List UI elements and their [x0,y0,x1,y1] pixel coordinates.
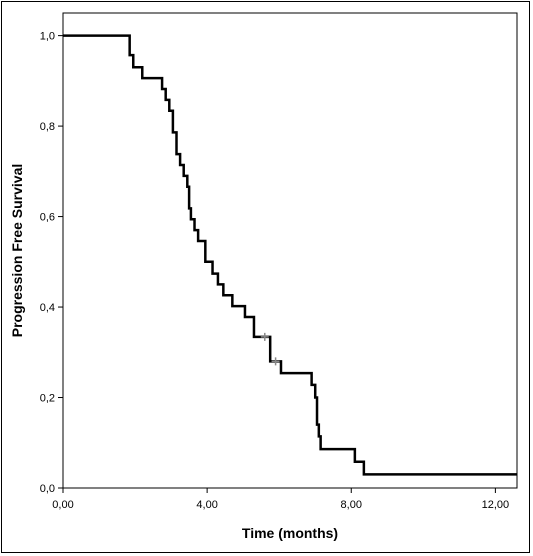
plot-area [62,12,518,489]
x-tick-label: 8,00 [341,499,362,511]
y-tick-label: 0,6 [40,212,55,224]
series-layer [63,34,517,476]
censor-mark [260,332,269,341]
x-axis: 0,00 4,00 8,00 12,00 [52,488,509,511]
survival-curve [63,34,517,476]
x-axis-title: Time (months) [242,525,338,541]
y-tick-label: 1,0 [40,31,55,43]
x-tick-label: 12,00 [482,499,510,511]
y-tick-label: 0,2 [40,393,55,405]
y-tick-label: 0,0 [40,483,55,495]
x-tick-label: 4,00 [196,499,217,511]
y-axis: 0,0 0,2 0,4 0,6 0,8 1,0 [40,31,63,495]
y-tick-label: 0,4 [40,302,55,314]
y-tick-label: 0,8 [40,121,55,133]
censor-mark [271,357,280,366]
x-tick-label: 0,00 [52,499,73,511]
y-axis-title: Progression Free Survival [9,164,25,338]
